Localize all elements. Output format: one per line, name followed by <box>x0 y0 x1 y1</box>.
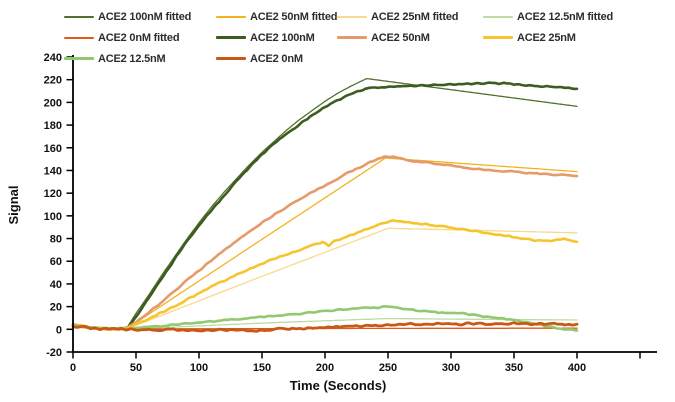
x-tick-label: 350 <box>505 362 523 374</box>
legend-label-ace2-50nm-fitted: ACE2 50nM fitted <box>250 10 338 23</box>
legend-swatch-ace2-12nm-fitted <box>483 15 513 18</box>
legend-swatch-ace2-25nm-fitted <box>337 15 367 18</box>
y-tick-label: 180 <box>44 120 62 132</box>
series-ace2-50nm-fitted <box>125 157 578 330</box>
legend-swatch-ace2-50nm-fitted <box>216 15 246 18</box>
series-ace2-25nm-fitted <box>125 227 578 330</box>
legend-item-ace2-50nm: ACE2 50nM <box>337 32 483 44</box>
series-ace2-25nm <box>71 219 579 331</box>
legend-swatch-ace2-100nm-fitted <box>64 15 94 18</box>
y-tick-label: -20 <box>46 347 62 359</box>
legend-item-ace2-100nm-fitted: ACE2 100nM fitted <box>64 11 216 23</box>
legend-label-ace2-12nm: ACE2 12.5nM <box>98 52 166 65</box>
x-tick-label: 100 <box>190 362 208 374</box>
y-tick-label: 120 <box>44 188 62 200</box>
x-tick-label: 50 <box>130 362 142 374</box>
legend-item-ace2-50nm-fitted: ACE2 50nM fitted <box>216 11 337 23</box>
legend-swatch-ace2-0nm-fitted <box>64 36 94 39</box>
legend-item-ace2-0nm: ACE2 0nM <box>216 53 337 65</box>
series-ace2-100nm-fitted <box>125 77 578 330</box>
x-tick-label: 400 <box>568 362 586 374</box>
legend-label-ace2-0nm: ACE2 0nM <box>250 52 303 65</box>
x-tick-label: 250 <box>379 362 397 374</box>
legend-label-ace2-25nm: ACE2 25nM <box>517 31 576 44</box>
legend-item-ace2-25nm-fitted: ACE2 25nM fitted <box>337 11 483 23</box>
legend-item-ace2-100nm: ACE2 100nM <box>216 32 337 44</box>
y-tick-label: 20 <box>50 302 62 314</box>
y-tick-label: 80 <box>50 234 62 246</box>
axes-layer: -20 0 20 40 60 80 100 120 140 160 180 200 220 240 0 50 1… <box>44 52 657 374</box>
y-tick-label: 100 <box>44 211 62 223</box>
y-tick-label: 240 <box>44 52 62 64</box>
series-ace2-12nm <box>71 305 579 332</box>
y-tick-label: 220 <box>44 75 62 87</box>
series-ace2-50nm <box>71 155 579 331</box>
x-tick-label: 0 <box>70 362 76 374</box>
legend-label-ace2-0nm-fitted: ACE2 0nM fitted <box>98 31 180 44</box>
y-axis-title: Signal <box>6 185 21 224</box>
series-ace2-0nm-fitted <box>125 327 578 330</box>
chart-legend: ACE2 100nM fitted ACE2 50nM fitted ACE2 25… <box>64 6 663 69</box>
series-ace2-0nm <box>71 321 579 333</box>
y-tick-label: 160 <box>44 143 62 155</box>
legend-swatch-ace2-100nm <box>216 35 246 40</box>
legend-label-ace2-12nm-fitted: ACE2 12.5nM fitted <box>517 10 614 23</box>
legend-label-ace2-100nm: ACE2 100nM <box>250 31 315 44</box>
y-tick-label: 140 <box>44 165 62 177</box>
legend-swatch-ace2-50nm <box>337 35 367 40</box>
y-tick-label: 60 <box>50 256 62 268</box>
series-ace2-100nm <box>71 81 579 331</box>
x-tick-label: 150 <box>253 362 271 374</box>
legend-item-ace2-12nm: ACE2 12.5nM <box>64 53 216 65</box>
x-tick-label: 300 <box>442 362 460 374</box>
series-ace2-12nm-fitted <box>125 317 578 330</box>
legend-label-ace2-100nm-fitted: ACE2 100nM fitted <box>98 10 192 23</box>
legend-swatch-ace2-25nm <box>483 35 513 40</box>
legend-swatch-ace2-12nm <box>64 56 94 61</box>
legend-item-ace2-25nm: ACE2 25nM <box>483 32 663 44</box>
legend-item-ace2-0nm-fitted: ACE2 0nM fitted <box>64 32 216 44</box>
y-tick-label: 40 <box>50 279 62 291</box>
x-axis-title: Time (Seconds) <box>290 378 387 393</box>
curves-layer <box>71 77 579 333</box>
legend-label-ace2-50nm: ACE2 50nM <box>371 31 430 44</box>
y-tick-label: 0 <box>56 324 62 336</box>
legend-label-ace2-25nm-fitted: ACE2 25nM fitted <box>371 10 459 23</box>
legend-item-ace2-12nm-fitted: ACE2 12.5nM fitted <box>483 11 663 23</box>
legend-swatch-ace2-0nm <box>216 56 246 61</box>
y-tick-label: 200 <box>44 97 62 109</box>
x-tick-label: 200 <box>316 362 334 374</box>
